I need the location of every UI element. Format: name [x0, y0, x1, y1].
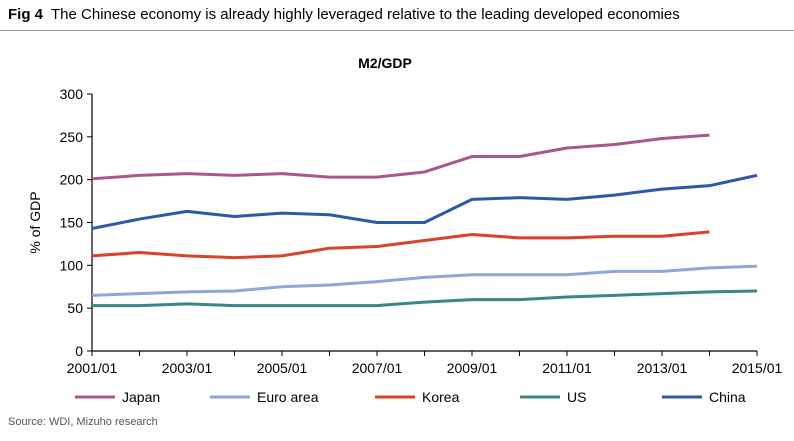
series-line-korea: [91, 230, 710, 260]
x-tick-label: 2015/01: [732, 360, 783, 376]
series-line-euro-area: [91, 264, 758, 297]
y-tick-label: 200: [60, 172, 84, 188]
y-tick-label: 150: [60, 215, 84, 231]
x-tick-label: 2003/01: [162, 360, 213, 376]
x-tick-label: 2007/01: [352, 360, 403, 376]
legend-label: Euro area: [257, 389, 319, 405]
figure-caption: The Chinese economy is already highly le…: [51, 6, 680, 23]
source-note: Source: WDI, Mizuho research: [8, 416, 158, 428]
legend-label: Japan: [122, 389, 160, 405]
header-rule: [0, 30, 794, 31]
y-tick-label: 300: [60, 86, 84, 102]
series-line-japan: [91, 133, 710, 181]
legend-label: US: [567, 389, 586, 405]
figure-header: Fig 4 The Chinese economy is already high…: [8, 6, 680, 23]
legend-label: China: [709, 389, 746, 405]
y-tick-label: 100: [60, 257, 84, 273]
x-tick-label: 2013/01: [637, 360, 688, 376]
x-tick-label: 2005/01: [257, 360, 308, 376]
x-tick-label: 2009/01: [447, 360, 498, 376]
series-line-us: [92, 289, 758, 308]
y-axis-label: % of GDP: [27, 191, 43, 253]
chart-title: M2/GDP: [358, 55, 412, 71]
y-tick-label: 250: [60, 129, 84, 145]
x-tick-label: 2011/01: [542, 360, 592, 376]
series-line-china: [91, 173, 758, 230]
y-tick-label: 50: [67, 300, 83, 316]
legend-label: Korea: [422, 389, 460, 405]
x-tick-label: 2001/01: [67, 360, 118, 376]
y-tick-label: 0: [75, 343, 83, 359]
figure-label: Fig 4: [8, 6, 44, 23]
